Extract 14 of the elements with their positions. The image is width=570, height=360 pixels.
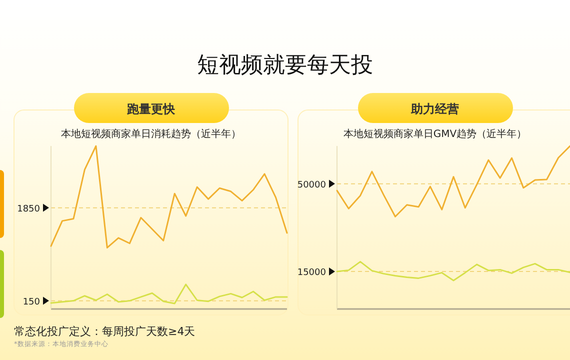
- chart-subtitle: 本地短视频商家单日GMV趋势（近半年）: [343, 128, 527, 140]
- chart-title: 跑量更快: [126, 102, 176, 116]
- y-tick-label: 150: [22, 297, 40, 308]
- y-tick-label: 1850: [17, 204, 40, 214]
- text: 短视频就要每天投: [197, 53, 373, 78]
- y-tick-label: 50000: [297, 180, 326, 190]
- chart-title: 助力经营: [410, 102, 459, 116]
- line-series: [50, 145, 288, 248]
- y-tick-label: 15000: [297, 268, 326, 278]
- chart-subtitle: 本地短视频商家单日消耗趋势（近半年）: [61, 128, 241, 140]
- line-series: [50, 284, 288, 304]
- line-series: [336, 260, 570, 282]
- line-series: [336, 145, 570, 218]
- text: 常态化投广定义：每周投广天数≥4天: [14, 325, 196, 338]
